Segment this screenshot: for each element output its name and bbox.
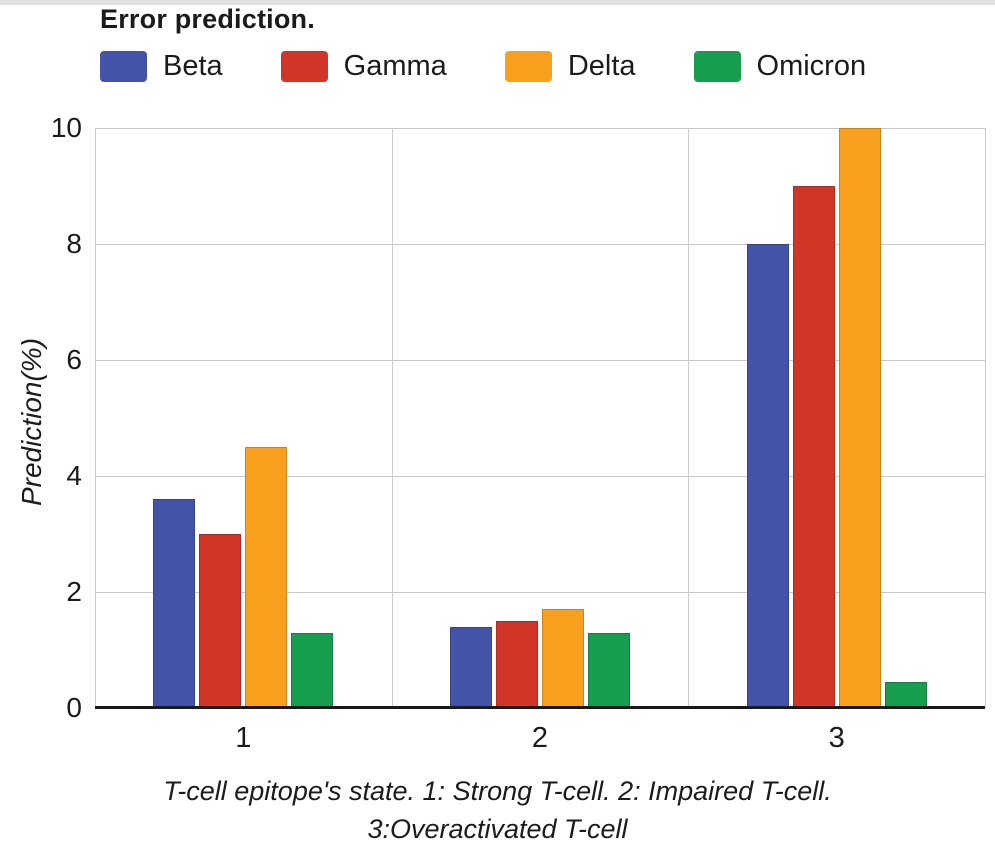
- y-tick-label-6: 6: [66, 344, 82, 375]
- legend-label-gamma: Gamma: [343, 50, 447, 82]
- bar-delta-3: [838, 128, 881, 708]
- gridline-y-2: [95, 592, 985, 593]
- x-tick-label-1: 1: [235, 722, 252, 754]
- x-axis-line: [95, 706, 985, 709]
- x-tick-label-2: 2: [531, 722, 549, 754]
- legend-item-beta: Beta: [100, 50, 223, 83]
- x-axis-caption: T-cell epitope's state. 1: Strong T-cell…: [0, 772, 995, 848]
- legend-item-omicron: Omicron: [693, 50, 867, 83]
- page-top-edge: [0, 0, 995, 5]
- legend-swatch-omicron: [693, 51, 741, 82]
- bar-omicron-2: [588, 632, 630, 708]
- legend-swatch-beta: [100, 51, 147, 82]
- bar-gamma-2: [496, 621, 538, 708]
- plot-area: [95, 128, 986, 709]
- y-tick-label-0: 0: [66, 692, 82, 723]
- bar-delta-1: [245, 447, 288, 708]
- y-axis-tick-labels: 0 2 4 6 8 10: [12, 112, 82, 723]
- y-tick-label-4: 4: [66, 460, 82, 491]
- legend-label-beta: Beta: [163, 50, 223, 82]
- legend-item-gamma: Gamma: [280, 50, 447, 83]
- bar-gamma-3: [792, 186, 835, 708]
- chart-legend: Beta Gamma Delta Omicron: [100, 50, 866, 83]
- gridline-y-6: [95, 360, 985, 361]
- chart-title: Error prediction.: [100, 4, 315, 34]
- y-tick-label-10: 10: [50, 112, 82, 143]
- bar-delta-2: [542, 609, 584, 708]
- gridline-y-8: [95, 244, 985, 245]
- bar-beta-1: [153, 499, 196, 708]
- y-tick-label-2: 2: [66, 576, 82, 607]
- gridline-x-0: [95, 128, 96, 708]
- bar-beta-2: [450, 626, 492, 708]
- x-tick-label-3: 3: [828, 722, 845, 754]
- gridline-x-1: [391, 128, 393, 708]
- legend-item-delta: Delta: [504, 50, 636, 83]
- caption-line-2: 3:Overactivated T-cell: [367, 814, 628, 844]
- y-tick-label-8: 8: [66, 228, 82, 259]
- gridline-y-10: [95, 128, 985, 129]
- legend-swatch-delta: [504, 51, 552, 82]
- gridline-x-3: [985, 128, 986, 708]
- gridline-y-4: [95, 476, 985, 477]
- gridline-x-2: [688, 128, 690, 708]
- legend-label-omicron: Omicron: [756, 50, 867, 82]
- bar-gamma-1: [199, 534, 242, 708]
- legend-swatch-gamma: [280, 51, 328, 82]
- caption-line-1: T-cell epitope's state. 1: Strong T-cell…: [163, 776, 832, 806]
- legend-label-delta: Delta: [567, 50, 636, 82]
- bar-omicron-1: [291, 632, 334, 708]
- bar-beta-3: [746, 244, 789, 708]
- bar-omicron-3: [884, 681, 927, 708]
- x-axis-tick-labels: 1 2 3: [95, 722, 985, 758]
